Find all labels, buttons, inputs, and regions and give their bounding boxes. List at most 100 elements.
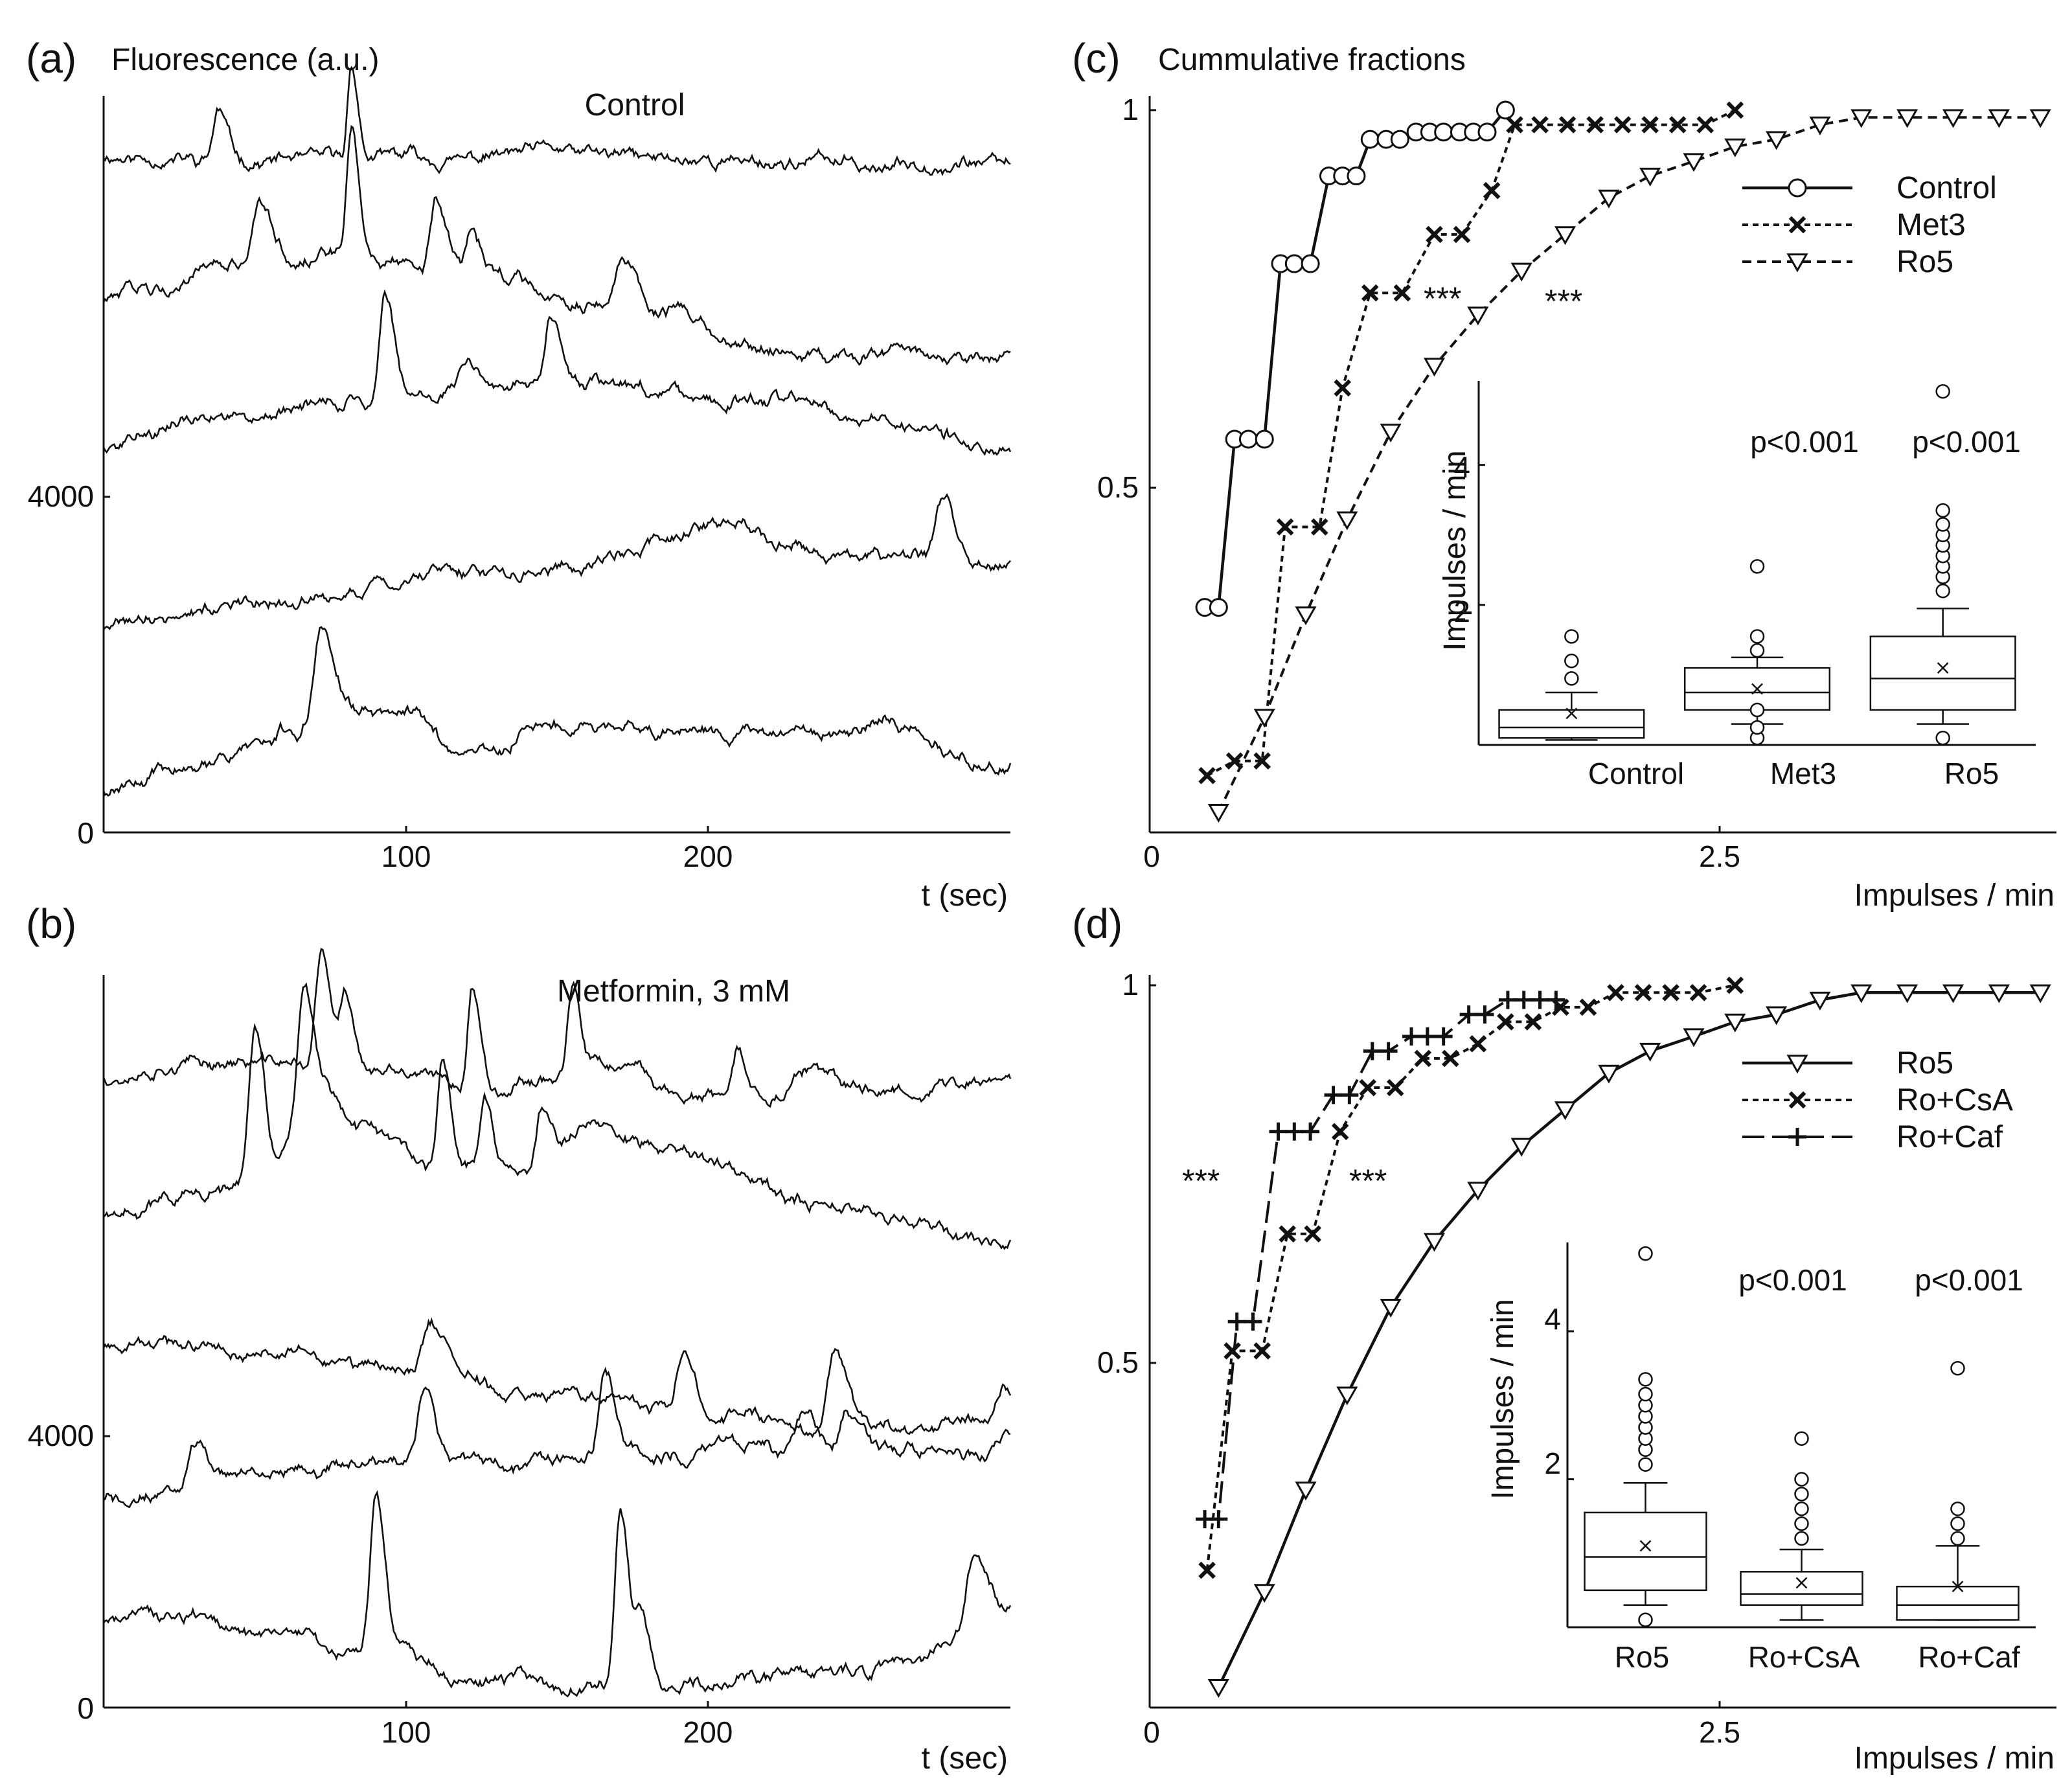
panel-d-significance-csa: ***: [1349, 1163, 1387, 1199]
data-point-triangle: [1724, 1013, 1746, 1033]
panel-a-xtick-label: 200: [683, 840, 733, 873]
inset-c-pvalue: p<0.001: [1912, 425, 2021, 459]
panel-c-inset: Impulses / min 2 4 Control Met3 Ro5 p<0.…: [1438, 381, 2036, 790]
data-point-plus: [1244, 1312, 1262, 1331]
panel-d: (d) 0 2.5 0.5 1 Impulses / min *** *** R…: [1072, 900, 2056, 1776]
trace-line: [102, 65, 1011, 177]
panel-b-traces: [102, 948, 1012, 1698]
data-point-x: [1613, 116, 1632, 133]
data-point-triangle: [1295, 606, 1317, 626]
data-point-x: [1441, 1049, 1459, 1068]
data-point-triangle: [2029, 109, 2051, 128]
inset-d-pvalue: p<0.001: [1915, 1263, 2023, 1297]
data-point-x: [1668, 116, 1687, 133]
data-point-plus: [1547, 990, 1565, 1009]
data-point-plus: [1379, 1042, 1398, 1060]
data-point-plus: [1788, 1128, 1806, 1146]
panel-d-legend: Ro5 Ro+CsA Ro+Caf: [1742, 1046, 2013, 1154]
box-outlier: [1638, 1372, 1653, 1387]
box-outlier: [1794, 1487, 1809, 1502]
data-point-x: [1524, 1013, 1542, 1031]
data-point-x: [1586, 116, 1604, 133]
data-point-triangle: [1380, 1299, 1402, 1318]
data-point-circle: [1788, 178, 1807, 198]
data-point-triangle: [1253, 1584, 1275, 1603]
box-mean-marker: [1952, 1581, 1964, 1593]
data-point-x: [1310, 518, 1328, 536]
inset-c-ytick-label: 4: [1453, 450, 1470, 484]
panel-b-title: Metformin, 3 mM: [557, 974, 790, 1009]
panel-d-significance-caf: ***: [1182, 1163, 1220, 1199]
data-point-x: [1334, 379, 1352, 397]
box-outlier: [1935, 730, 1950, 746]
box-outlier: [1794, 1516, 1809, 1531]
trace-line: [103, 982, 1012, 1250]
inset-d-category-label: Ro+CsA: [1748, 1640, 1860, 1674]
inset-c-ylabel: Impulses / min: [1438, 450, 1472, 650]
data-point-triangle: [2029, 984, 2051, 1003]
panel-a-title: Control: [585, 88, 685, 122]
panel-d-series: [1196, 976, 2051, 1698]
inset-d-pvalue: p<0.001: [1738, 1263, 1847, 1297]
box-body: [1740, 1571, 1863, 1606]
trace-line: [102, 626, 1012, 797]
box-outlier: [1564, 654, 1579, 669]
data-point-circle: [1496, 100, 1515, 120]
box-outlier: [1638, 1612, 1653, 1627]
trace-line: [102, 124, 1011, 366]
panel-c-ylabel: Cummulative fractions: [1158, 43, 1466, 77]
data-point-x: [1726, 101, 1744, 119]
data-point-x: [1788, 216, 1806, 234]
trace-line: [103, 1366, 1011, 1509]
data-point-x: [1304, 1225, 1321, 1243]
data-point-triangle: [1766, 131, 1788, 150]
data-point-plus: [1269, 1122, 1288, 1141]
box-outlier: [1950, 1531, 1965, 1546]
panel-a-xlabel: t (sec): [922, 878, 1008, 913]
data-point-plus: [1498, 990, 1517, 1009]
inset-c-category-label: Met3: [1770, 757, 1836, 790]
inset-c-category-label: Ro5: [1944, 757, 1999, 790]
data-point-plus: [1514, 990, 1533, 1009]
data-point-triangle: [1598, 1064, 1620, 1084]
data-point-x: [1276, 518, 1294, 536]
panel-b-label: (b): [26, 900, 76, 947]
data-point-x: [1558, 116, 1577, 133]
inset-c-category-label: Control: [1588, 757, 1684, 790]
data-point-triangle: [1942, 109, 1964, 128]
inset-d-ylabel: Impulses / min: [1486, 1299, 1520, 1499]
panel-a-label: (a): [26, 35, 76, 82]
box-outlier: [1749, 702, 1765, 718]
data-point-triangle: [1467, 1182, 1489, 1201]
data-point-triangle: [1510, 1138, 1532, 1157]
data-point-triangle: [1809, 116, 1831, 135]
data-point-x: [1726, 976, 1744, 994]
panel-c-ytick-label: 0.5: [1097, 470, 1139, 504]
data-point-plus: [1324, 1086, 1343, 1104]
data-point-circle: [1434, 122, 1453, 142]
trace-line: [102, 1490, 1012, 1698]
data-point-x: [1641, 116, 1659, 133]
inset-d-ytick-label: 2: [1544, 1447, 1561, 1480]
data-point-triangle: [1336, 511, 1358, 531]
legend-label-met3: Met3: [1896, 208, 1966, 242]
data-point-triangle: [1942, 984, 1964, 1003]
data-point-x: [1506, 116, 1523, 133]
box-mean-marker: [1937, 662, 1949, 674]
panel-c-ytick-label: 1: [1122, 93, 1139, 126]
data-point-triangle: [1295, 1481, 1317, 1501]
panel-d-label: (d): [1072, 900, 1122, 947]
data-point-plus: [1227, 1312, 1246, 1331]
inset-d-ytick-label: 4: [1544, 1302, 1561, 1336]
box-outlier: [1794, 1472, 1809, 1487]
panel-c-xtick-label: 0: [1143, 840, 1160, 873]
box-outlier: [1749, 720, 1765, 735]
panel-c-significance-ro5: ***: [1545, 283, 1582, 319]
box-outlier: [1794, 1531, 1809, 1546]
data-point-x: [1224, 1342, 1241, 1360]
panel-c-legend: Control Met3 Ro5: [1742, 171, 1997, 279]
data-point-triangle: [1766, 1006, 1788, 1025]
box-outlier: [1749, 643, 1765, 658]
data-point-x: [1253, 1342, 1271, 1360]
inset-c-pvalue: p<0.001: [1750, 425, 1859, 459]
